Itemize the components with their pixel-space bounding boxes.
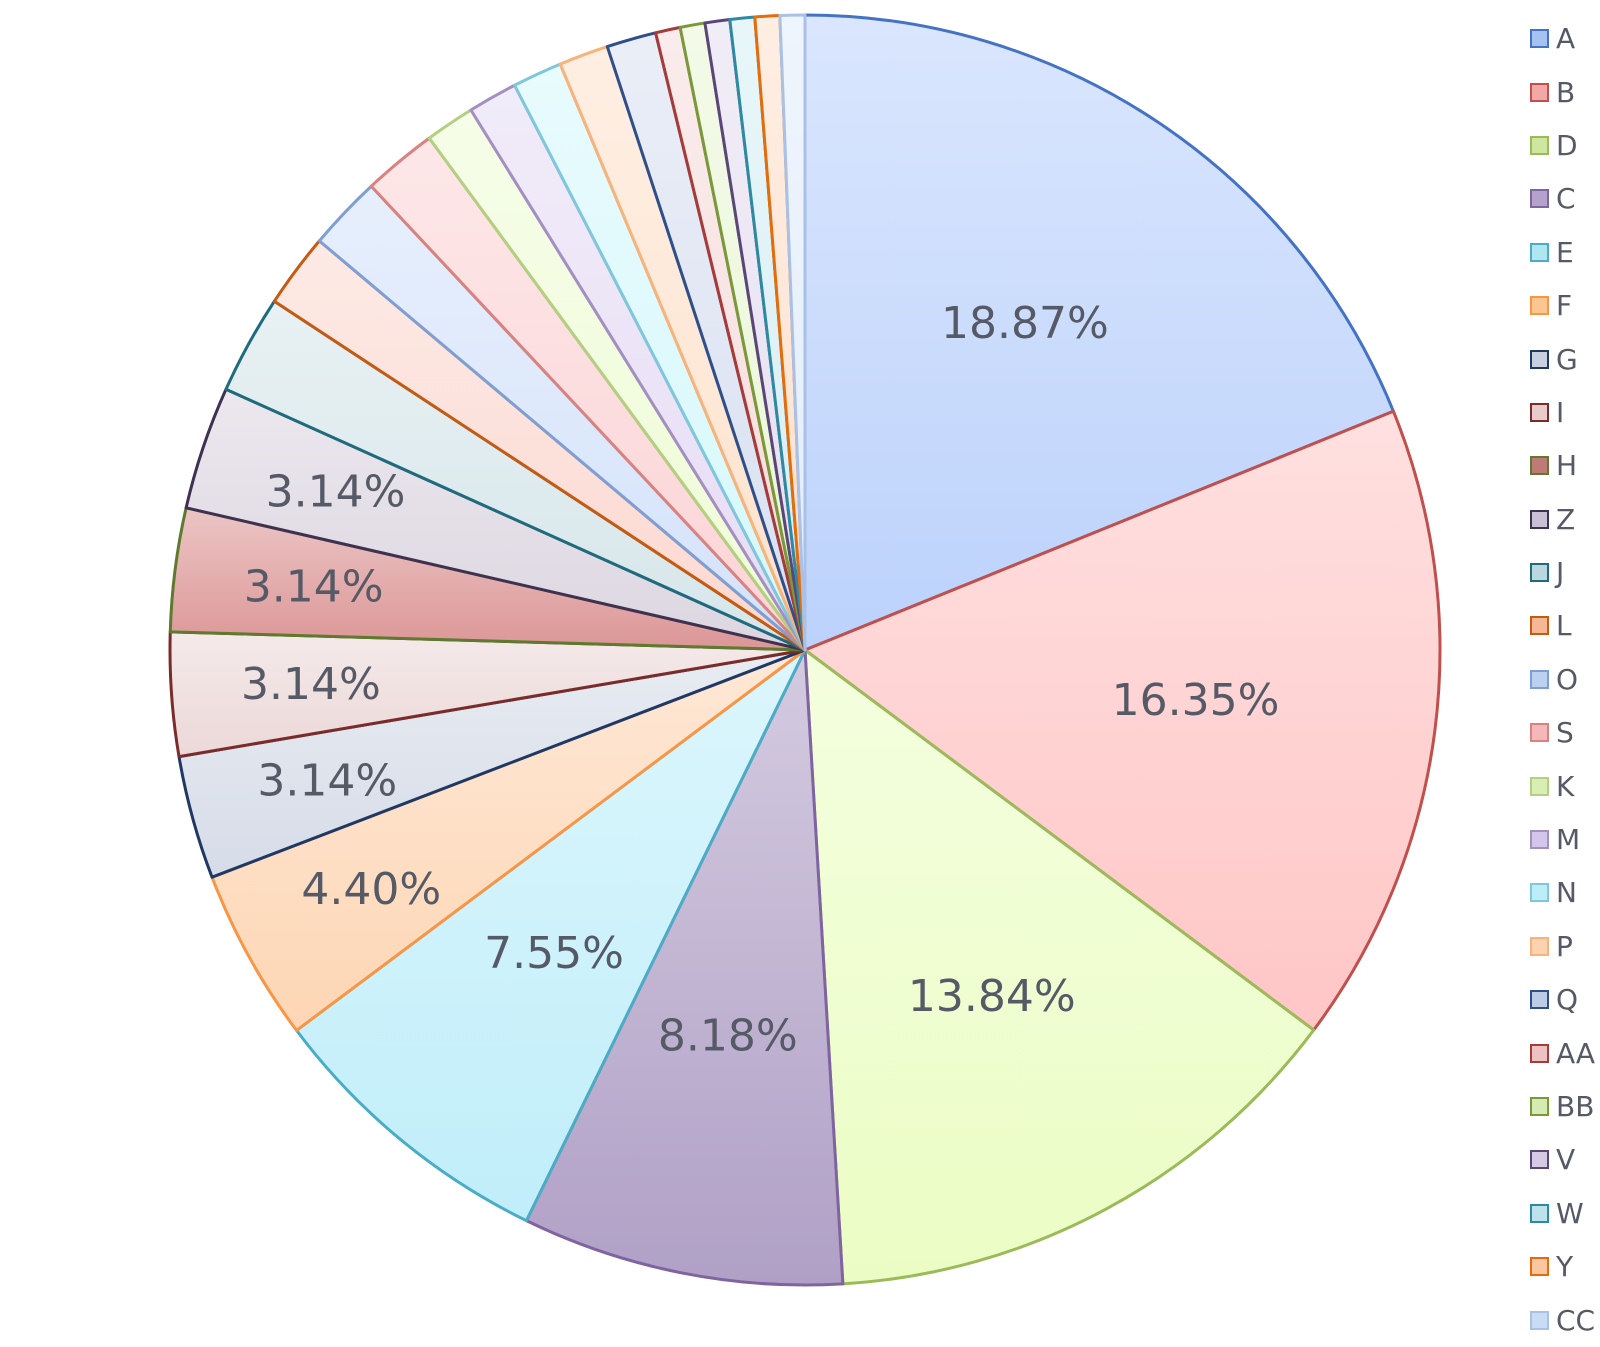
legend-item-p: P — [1530, 920, 1600, 973]
data-label-z: 3.14% — [266, 467, 406, 518]
legend-label: D — [1556, 128, 1578, 162]
legend-label: CC — [1556, 1303, 1596, 1337]
legend-label: A — [1556, 22, 1576, 56]
legend-label: S — [1556, 716, 1574, 750]
legend-swatch — [1530, 563, 1549, 583]
legend-item-i: I — [1530, 386, 1600, 439]
pie-slice-e — [295, 648, 807, 1223]
pie-slice-a — [803, 13, 1395, 652]
legend-label: O — [1556, 662, 1579, 696]
legend-item-l: L — [1530, 599, 1600, 652]
legend-label: Q — [1556, 983, 1579, 1017]
legend-item-bb: BB — [1530, 1080, 1600, 1133]
legend-label: N — [1556, 876, 1577, 910]
data-label-a: 18.87% — [941, 298, 1109, 349]
legend-item-a: A — [1530, 12, 1600, 65]
data-label-i: 3.14% — [241, 659, 381, 710]
legend-item-w: W — [1530, 1187, 1600, 1240]
legend-label: V — [1556, 1143, 1576, 1177]
legend-label: J — [1556, 556, 1565, 590]
legend-swatch — [1530, 509, 1549, 529]
legend-swatch — [1530, 616, 1549, 636]
legend-swatch — [1530, 82, 1549, 102]
legend-label: Y — [1556, 1250, 1574, 1284]
data-label-e: 7.55% — [484, 928, 624, 979]
pie-slice-d — [803, 648, 1316, 1286]
legend-item-m: M — [1530, 813, 1600, 866]
legend-item-j: J — [1530, 546, 1600, 599]
legend-swatch — [1530, 830, 1549, 850]
legend-label: AA — [1556, 1036, 1596, 1070]
legend-item-cc: CC — [1530, 1293, 1600, 1346]
data-label-c: 8.18% — [658, 1011, 798, 1062]
legend-label: Z — [1556, 502, 1576, 536]
legend-item-q: Q — [1530, 973, 1600, 1026]
legend-label: W — [1556, 1196, 1584, 1230]
legend-item-h: H — [1530, 439, 1600, 492]
legend-swatch — [1530, 1150, 1549, 1170]
legend-swatch — [1530, 1043, 1549, 1063]
legend-swatch — [1530, 456, 1549, 476]
legend-label: F — [1556, 289, 1573, 323]
legend-swatch — [1530, 29, 1549, 49]
legend-swatch — [1530, 296, 1549, 316]
legend-label: I — [1556, 395, 1565, 429]
legend-label: E — [1556, 235, 1574, 269]
legend-item-k: K — [1530, 759, 1600, 812]
pie-slice-f — [210, 648, 807, 1032]
legend-label: B — [1556, 75, 1576, 109]
data-label-g: 3.14% — [257, 755, 397, 806]
legend-item-z: Z — [1530, 493, 1600, 546]
legend-item-d: D — [1530, 119, 1600, 172]
pie-slice-c — [524, 648, 845, 1287]
legend-swatch — [1530, 936, 1549, 956]
legend: A B D C E F G I H Z J L O S K M N P Q AA BB V W Y CC — [1530, 12, 1600, 1347]
legend-item-c: C — [1530, 172, 1600, 225]
legend-label: BB — [1556, 1090, 1595, 1123]
legend-swatch — [1530, 135, 1549, 155]
legend-swatch — [1530, 349, 1549, 369]
legend-swatch — [1530, 189, 1549, 209]
legend-label: H — [1556, 449, 1578, 483]
legend-swatch — [1530, 1310, 1549, 1330]
legend-item-v: V — [1530, 1133, 1600, 1186]
data-label-f: 4.40% — [301, 864, 441, 915]
pie-slice-cc — [778, 13, 807, 652]
legend-swatch — [1530, 242, 1549, 262]
legend-item-e: E — [1530, 226, 1600, 279]
legend-swatch — [1530, 776, 1549, 796]
legend-swatch — [1530, 990, 1549, 1010]
legend-label: G — [1556, 342, 1578, 376]
legend-swatch — [1530, 669, 1549, 689]
legend-swatch — [1530, 1097, 1549, 1116]
legend-swatch — [1530, 1257, 1549, 1277]
legend-swatch — [1530, 883, 1549, 903]
legend-label: P — [1556, 929, 1573, 963]
legend-item-b: B — [1530, 65, 1600, 118]
legend-item-f: F — [1530, 279, 1600, 332]
legend-label: L — [1556, 609, 1572, 643]
legend-item-aa: AA — [1530, 1026, 1600, 1079]
data-label-b: 16.35% — [1112, 675, 1280, 726]
pie-slice-b — [803, 409, 1442, 1032]
legend-swatch — [1530, 1203, 1549, 1223]
legend-swatch — [1530, 402, 1549, 422]
legend-item-o: O — [1530, 653, 1600, 706]
legend-item-s: S — [1530, 706, 1600, 759]
legend-label: K — [1556, 769, 1575, 803]
legend-label: C — [1556, 182, 1576, 216]
data-label-h: 3.14% — [244, 562, 384, 613]
legend-item-n: N — [1530, 866, 1600, 919]
data-label-d: 13.84% — [908, 971, 1076, 1022]
legend-item-y: Y — [1530, 1240, 1600, 1293]
legend-swatch — [1530, 723, 1549, 743]
legend-item-g: G — [1530, 332, 1600, 385]
legend-label: M — [1556, 823, 1581, 857]
